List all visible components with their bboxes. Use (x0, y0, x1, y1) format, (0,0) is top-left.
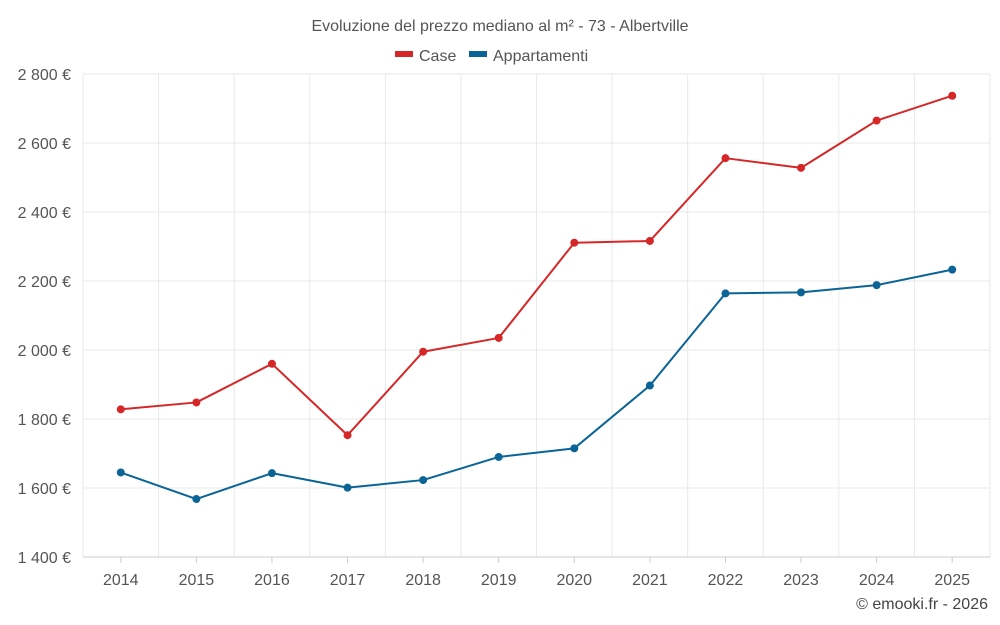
data-point-case[interactable] (645, 236, 654, 245)
data-point-case[interactable] (948, 91, 957, 100)
legend-label-appartamenti[interactable]: Appartamenti (493, 48, 588, 65)
data-point-appartamenti[interactable] (797, 288, 806, 297)
data-point-appartamenti[interactable] (116, 468, 125, 477)
x-tick-label: 2019 (481, 572, 517, 589)
series-line-case (120, 94, 953, 437)
series-appartamenti (116, 265, 957, 504)
data-point-case[interactable] (570, 238, 579, 247)
x-tick-label: 2014 (103, 572, 139, 589)
x-tick-label: 2017 (330, 572, 366, 589)
y-tick-label: 2 600 € (18, 136, 71, 153)
y-tick-label: 2 200 € (18, 274, 71, 291)
legend-swatch-appartamenti (469, 51, 487, 57)
data-point-appartamenti[interactable] (948, 265, 957, 274)
credit-text: © emooki.fr - 2026 (856, 596, 988, 613)
x-tick-label: 2018 (405, 572, 441, 589)
data-point-appartamenti[interactable] (721, 289, 730, 298)
x-tick-label: 2025 (934, 572, 970, 589)
data-point-appartamenti[interactable] (570, 444, 579, 453)
data-point-appartamenti[interactable] (267, 469, 276, 478)
axes: 1 400 € 1 600 € 1 800 € 2 000 € 2 200 € 2 400… (18, 67, 990, 589)
grid (82, 73, 991, 557)
series (116, 91, 957, 504)
y-tick-label: 1 800 € (18, 412, 71, 429)
x-tick-label: 2016 (254, 572, 290, 589)
data-point-case[interactable] (494, 333, 503, 342)
data-point-appartamenti[interactable] (343, 483, 352, 492)
y-tick-label: 2 000 € (18, 343, 71, 360)
chart-title: Evoluzione del prezzo mediano al m² - 73… (311, 18, 688, 35)
data-point-case[interactable] (267, 359, 276, 368)
legend-label-case[interactable]: Case (419, 48, 456, 65)
data-point-case[interactable] (797, 163, 806, 172)
data-point-case[interactable] (721, 154, 730, 163)
data-point-appartamenti[interactable] (645, 381, 654, 390)
y-tick-label: 1 400 € (18, 550, 71, 567)
data-point-case[interactable] (116, 405, 125, 414)
x-tick-label: 2020 (556, 572, 592, 589)
legend-swatch-case (395, 51, 413, 57)
legend: Case Appartamenti (395, 48, 588, 65)
y-tick-label: 2 800 € (18, 67, 71, 84)
data-point-case[interactable] (872, 116, 881, 125)
x-tick-label: 2024 (859, 572, 895, 589)
data-point-case[interactable] (419, 347, 428, 356)
y-tick-label: 1 600 € (18, 481, 71, 498)
y-tick-label: 2 400 € (18, 205, 71, 222)
x-tick-label: 2021 (632, 572, 668, 589)
x-tick-label: 2022 (708, 572, 744, 589)
x-tick-label: 2023 (783, 572, 819, 589)
data-point-case[interactable] (192, 398, 201, 407)
x-tick-label: 2015 (179, 572, 215, 589)
data-point-appartamenti[interactable] (494, 452, 503, 461)
series-case (116, 91, 957, 440)
data-point-appartamenti[interactable] (419, 476, 428, 485)
data-point-appartamenti[interactable] (192, 495, 201, 504)
series-line-appartamenti (120, 268, 953, 501)
data-point-appartamenti[interactable] (872, 281, 881, 290)
data-point-case[interactable] (343, 431, 352, 440)
